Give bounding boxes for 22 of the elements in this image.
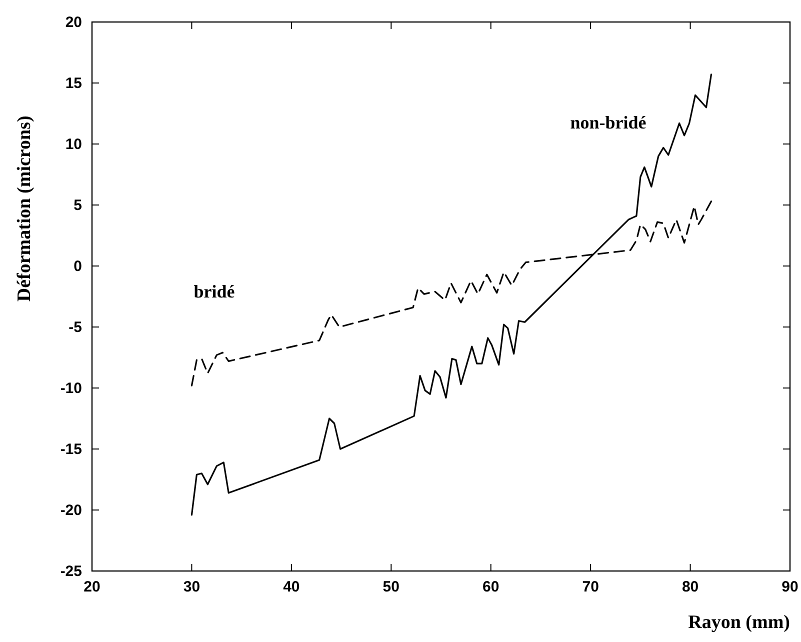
y-tick-label: -15	[60, 440, 82, 458]
x-axis-title: Rayon (mm)	[688, 612, 790, 633]
y-tick-label: 0	[74, 258, 82, 275]
line-series	[190, 74, 712, 516]
y-tick-label: -20	[60, 502, 82, 519]
y-tick-label: 5	[74, 196, 82, 214]
y-axis-title: Déformation (microns)	[14, 116, 35, 302]
y-tick-label: 15	[65, 74, 82, 92]
y-tick-label: 10	[65, 136, 82, 153]
y-tick-label: 20	[65, 14, 82, 31]
x-tick-label: 90	[782, 578, 798, 596]
x-tick-label: 60	[482, 578, 500, 596]
x-tick-label: 40	[283, 578, 300, 596]
x-tick-label: 30	[183, 578, 200, 596]
y-tick-label: -10	[60, 380, 82, 397]
x-tick-label: 50	[382, 578, 400, 596]
series-label: non-bridé	[570, 112, 646, 132]
y-tick-label: -5	[68, 318, 82, 336]
y-tick-label: -25	[60, 562, 82, 580]
text: bridé	[194, 282, 235, 302]
x-tick-label: 70	[582, 578, 599, 596]
x-tick-label: 80	[682, 578, 699, 596]
